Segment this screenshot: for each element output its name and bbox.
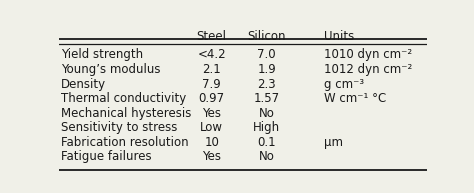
Text: μm: μm (324, 136, 343, 149)
Text: Fabrication resolution: Fabrication resolution (61, 136, 189, 149)
Text: Yield strength: Yield strength (61, 48, 143, 61)
Text: No: No (259, 150, 275, 163)
Text: 0.97: 0.97 (199, 92, 225, 105)
Text: 1012 dyn cm⁻²: 1012 dyn cm⁻² (324, 63, 412, 76)
Text: <4.2: <4.2 (197, 48, 226, 61)
Text: 0.1: 0.1 (257, 136, 276, 149)
Text: Mechanical hysteresis: Mechanical hysteresis (61, 107, 191, 120)
Text: 2.1: 2.1 (202, 63, 221, 76)
Text: W cm⁻¹ °C: W cm⁻¹ °C (324, 92, 386, 105)
Text: Silicon: Silicon (247, 30, 286, 43)
Text: 1.9: 1.9 (257, 63, 276, 76)
Text: Young’s modulus: Young’s modulus (61, 63, 161, 76)
Text: No: No (259, 107, 275, 120)
Text: Density: Density (61, 78, 106, 91)
Text: Thermal conductivity: Thermal conductivity (61, 92, 186, 105)
Text: Fatigue failures: Fatigue failures (61, 150, 152, 163)
Text: 1010 dyn cm⁻²: 1010 dyn cm⁻² (324, 48, 412, 61)
Text: 7.0: 7.0 (257, 48, 276, 61)
Text: 1.57: 1.57 (254, 92, 280, 105)
Text: Yes: Yes (202, 150, 221, 163)
Text: 2.3: 2.3 (257, 78, 276, 91)
Text: Low: Low (200, 121, 223, 134)
Text: High: High (253, 121, 280, 134)
Text: g cm⁻³: g cm⁻³ (324, 78, 364, 91)
Text: Yes: Yes (202, 107, 221, 120)
Text: Units: Units (324, 30, 354, 43)
Text: Sensitivity to stress: Sensitivity to stress (61, 121, 177, 134)
Text: Steel: Steel (197, 30, 227, 43)
Text: 10: 10 (204, 136, 219, 149)
Text: 7.9: 7.9 (202, 78, 221, 91)
